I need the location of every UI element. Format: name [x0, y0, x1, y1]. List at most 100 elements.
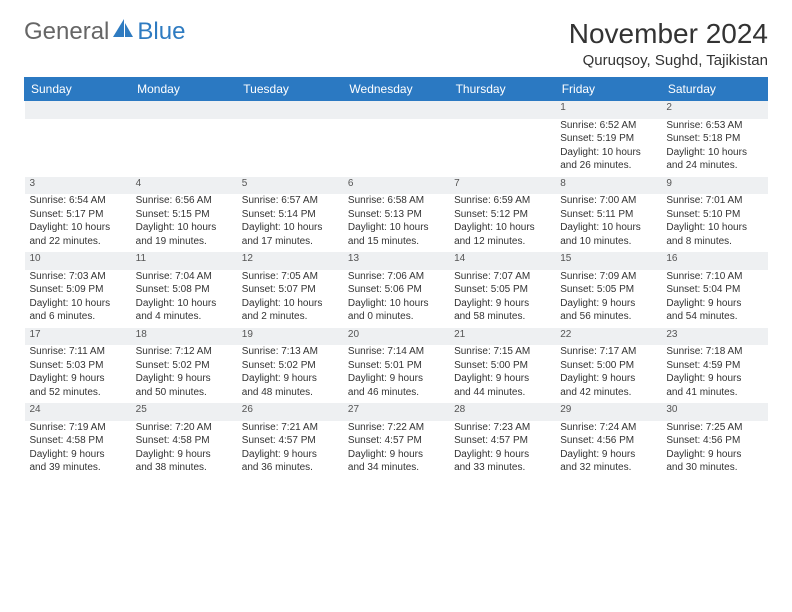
day-number-cell	[131, 101, 237, 119]
day-number-cell: 7	[449, 177, 555, 195]
day-detail-cell: Sunrise: 7:06 AMSunset: 5:06 PMDaylight:…	[343, 270, 449, 328]
location: Quruqsoy, Sughd, Tajikistan	[569, 52, 768, 69]
sunset-text: Sunset: 5:10 PM	[666, 208, 762, 222]
daylight-text-1: Daylight: 10 hours	[136, 297, 232, 311]
sunset-text: Sunset: 5:17 PM	[30, 208, 126, 222]
sunset-text: Sunset: 4:59 PM	[666, 359, 762, 373]
sunrise-text: Sunrise: 7:19 AM	[30, 421, 126, 435]
daylight-text-2: and 4 minutes.	[136, 310, 232, 324]
day-detail-cell	[237, 119, 343, 177]
sunset-text: Sunset: 5:07 PM	[242, 283, 338, 297]
daylight-text-2: and 6 minutes.	[30, 310, 126, 324]
day-detail-cell: Sunrise: 7:05 AMSunset: 5:07 PMDaylight:…	[237, 270, 343, 328]
daylight-text-1: Daylight: 9 hours	[30, 448, 126, 462]
sunrise-text: Sunrise: 6:54 AM	[30, 194, 126, 208]
sunrise-text: Sunrise: 7:24 AM	[560, 421, 656, 435]
day-detail-cell: Sunrise: 7:12 AMSunset: 5:02 PMDaylight:…	[131, 345, 237, 403]
day-number-cell: 29	[555, 403, 661, 421]
sunset-text: Sunset: 5:11 PM	[560, 208, 656, 222]
sunrise-text: Sunrise: 7:04 AM	[136, 270, 232, 284]
day-detail-cell	[343, 119, 449, 177]
sunset-text: Sunset: 4:57 PM	[454, 434, 550, 448]
day-detail-cell: Sunrise: 7:10 AMSunset: 5:04 PMDaylight:…	[661, 270, 767, 328]
sunrise-text: Sunrise: 6:53 AM	[666, 119, 762, 133]
daylight-text-1: Daylight: 10 hours	[666, 146, 762, 160]
day-detail-cell: Sunrise: 6:58 AMSunset: 5:13 PMDaylight:…	[343, 194, 449, 252]
day-detail-cell	[25, 119, 131, 177]
sunrise-text: Sunrise: 7:21 AM	[242, 421, 338, 435]
day-number-cell: 17	[25, 328, 131, 346]
daylight-text-2: and 8 minutes.	[666, 235, 762, 249]
logo-text-1: General	[24, 18, 109, 46]
day-detail-row: Sunrise: 6:52 AMSunset: 5:19 PMDaylight:…	[25, 119, 768, 177]
day-number-row: 24252627282930	[25, 403, 768, 421]
sunset-text: Sunset: 5:12 PM	[454, 208, 550, 222]
day-number-cell: 14	[449, 252, 555, 270]
day-number-cell	[25, 101, 131, 119]
day-detail-cell: Sunrise: 7:11 AMSunset: 5:03 PMDaylight:…	[25, 345, 131, 403]
daylight-text-1: Daylight: 9 hours	[454, 448, 550, 462]
day-number-cell: 12	[237, 252, 343, 270]
sunset-text: Sunset: 5:14 PM	[242, 208, 338, 222]
day-detail-cell: Sunrise: 7:18 AMSunset: 4:59 PMDaylight:…	[661, 345, 767, 403]
day-number-cell: 28	[449, 403, 555, 421]
sunset-text: Sunset: 4:57 PM	[242, 434, 338, 448]
day-detail-cell: Sunrise: 6:57 AMSunset: 5:14 PMDaylight:…	[237, 194, 343, 252]
day-detail-cell: Sunrise: 7:22 AMSunset: 4:57 PMDaylight:…	[343, 421, 449, 479]
daylight-text-1: Daylight: 9 hours	[454, 372, 550, 386]
sunrise-text: Sunrise: 7:06 AM	[348, 270, 444, 284]
daylight-text-1: Daylight: 10 hours	[560, 221, 656, 235]
daylight-text-2: and 39 minutes.	[30, 461, 126, 475]
daylight-text-2: and 52 minutes.	[30, 386, 126, 400]
sunrise-text: Sunrise: 7:11 AM	[30, 345, 126, 359]
sunrise-text: Sunrise: 7:07 AM	[454, 270, 550, 284]
daylight-text-2: and 50 minutes.	[136, 386, 232, 400]
day-number-row: 3456789	[25, 177, 768, 195]
day-number-cell: 8	[555, 177, 661, 195]
day-detail-row: Sunrise: 7:19 AMSunset: 4:58 PMDaylight:…	[25, 421, 768, 479]
day-number-cell: 4	[131, 177, 237, 195]
daylight-text-2: and 58 minutes.	[454, 310, 550, 324]
weekday-header: SundayMondayTuesdayWednesdayThursdayFrid…	[25, 77, 768, 101]
daylight-text-2: and 41 minutes.	[666, 386, 762, 400]
day-detail-cell: Sunrise: 6:59 AMSunset: 5:12 PMDaylight:…	[449, 194, 555, 252]
daylight-text-2: and 34 minutes.	[348, 461, 444, 475]
daylight-text-1: Daylight: 9 hours	[136, 448, 232, 462]
daylight-text-1: Daylight: 9 hours	[242, 372, 338, 386]
sunset-text: Sunset: 5:03 PM	[30, 359, 126, 373]
day-number-cell: 1	[555, 101, 661, 119]
sunrise-text: Sunrise: 7:10 AM	[666, 270, 762, 284]
sunset-text: Sunset: 4:56 PM	[666, 434, 762, 448]
sunset-text: Sunset: 5:13 PM	[348, 208, 444, 222]
day-number-cell: 2	[661, 101, 767, 119]
day-number-cell: 13	[343, 252, 449, 270]
sunrise-text: Sunrise: 7:25 AM	[666, 421, 762, 435]
sunset-text: Sunset: 5:01 PM	[348, 359, 444, 373]
day-detail-cell	[131, 119, 237, 177]
day-detail-row: Sunrise: 6:54 AMSunset: 5:17 PM Daylight:…	[25, 194, 768, 252]
logo-sail-icon	[113, 18, 135, 46]
sunset-text: Sunset: 5:00 PM	[560, 359, 656, 373]
day-detail-cell: Sunrise: 6:53 AMSunset: 5:18 PMDaylight:…	[661, 119, 767, 177]
sunset-text: Sunset: 5:09 PM	[30, 283, 126, 297]
day-number-cell: 23	[661, 328, 767, 346]
daylight-text-2: and 30 minutes.	[666, 461, 762, 475]
day-detail-cell: Sunrise: 7:07 AMSunset: 5:05 PMDaylight:…	[449, 270, 555, 328]
day-detail-cell: Sunrise: 7:13 AMSunset: 5:02 PMDaylight:…	[237, 345, 343, 403]
daylight-text-2: and 12 minutes.	[454, 235, 550, 249]
sunset-text: Sunset: 5:05 PM	[560, 283, 656, 297]
sunrise-text: Sunrise: 6:56 AM	[136, 194, 232, 208]
daylight-text-2: and 0 minutes.	[348, 310, 444, 324]
day-detail-cell: Sunrise: 7:15 AMSunset: 5:00 PMDaylight:…	[449, 345, 555, 403]
day-detail-cell: Sunrise: 6:52 AMSunset: 5:19 PMDaylight:…	[555, 119, 661, 177]
day-number-cell: 25	[131, 403, 237, 421]
sunrise-text: Sunrise: 7:09 AM	[560, 270, 656, 284]
day-number-cell: 16	[661, 252, 767, 270]
daylight-text-1: Daylight: 9 hours	[348, 372, 444, 386]
month-title: November 2024	[569, 18, 768, 50]
sunrise-text: Sunrise: 6:52 AM	[560, 119, 656, 133]
daylight-text-2: and 36 minutes.	[242, 461, 338, 475]
sunset-text: Sunset: 5:02 PM	[136, 359, 232, 373]
sunrise-text: Sunrise: 7:03 AM	[30, 270, 126, 284]
weekday-label: Saturday	[661, 77, 767, 101]
